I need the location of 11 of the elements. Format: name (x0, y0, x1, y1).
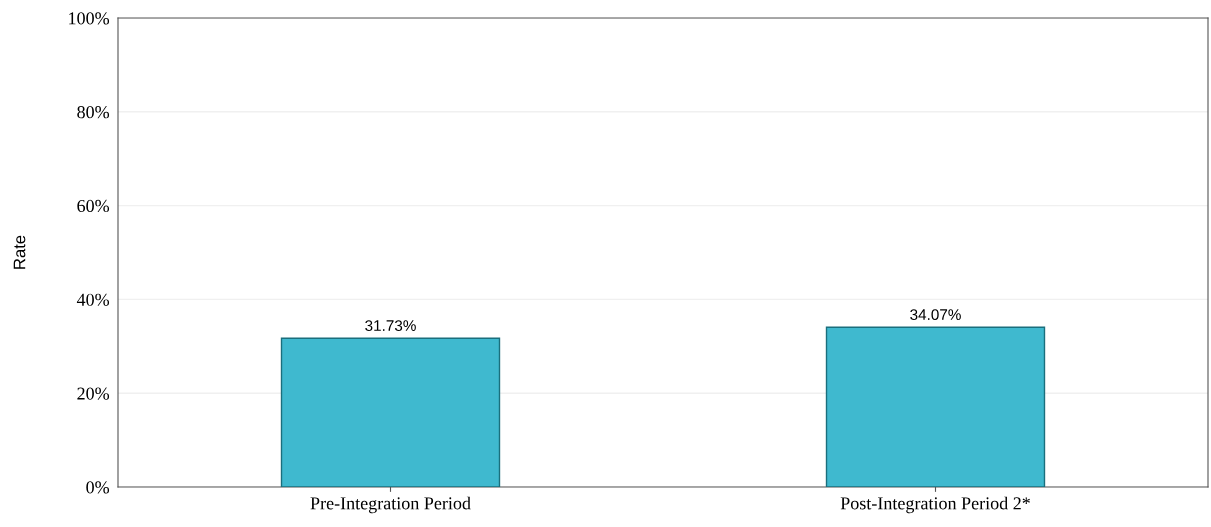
data-label: 34.07% (910, 309, 961, 321)
y-tick-label: 80% (77, 106, 110, 119)
y-tick-label: 100% (69, 12, 110, 25)
data-label: 31.73% (365, 320, 416, 331)
y-tick-label: 20% (77, 387, 110, 400)
y-tick-label: 60% (77, 199, 110, 213)
y-axis-title: Rate (13, 235, 26, 269)
x-tick-label: Post-Integration Period 2* (840, 496, 1030, 514)
x-tick-label: Pre-Integration Period (310, 496, 471, 514)
y-tick-label: 40% (76, 293, 110, 306)
y-tick-label: 0% (86, 481, 110, 494)
